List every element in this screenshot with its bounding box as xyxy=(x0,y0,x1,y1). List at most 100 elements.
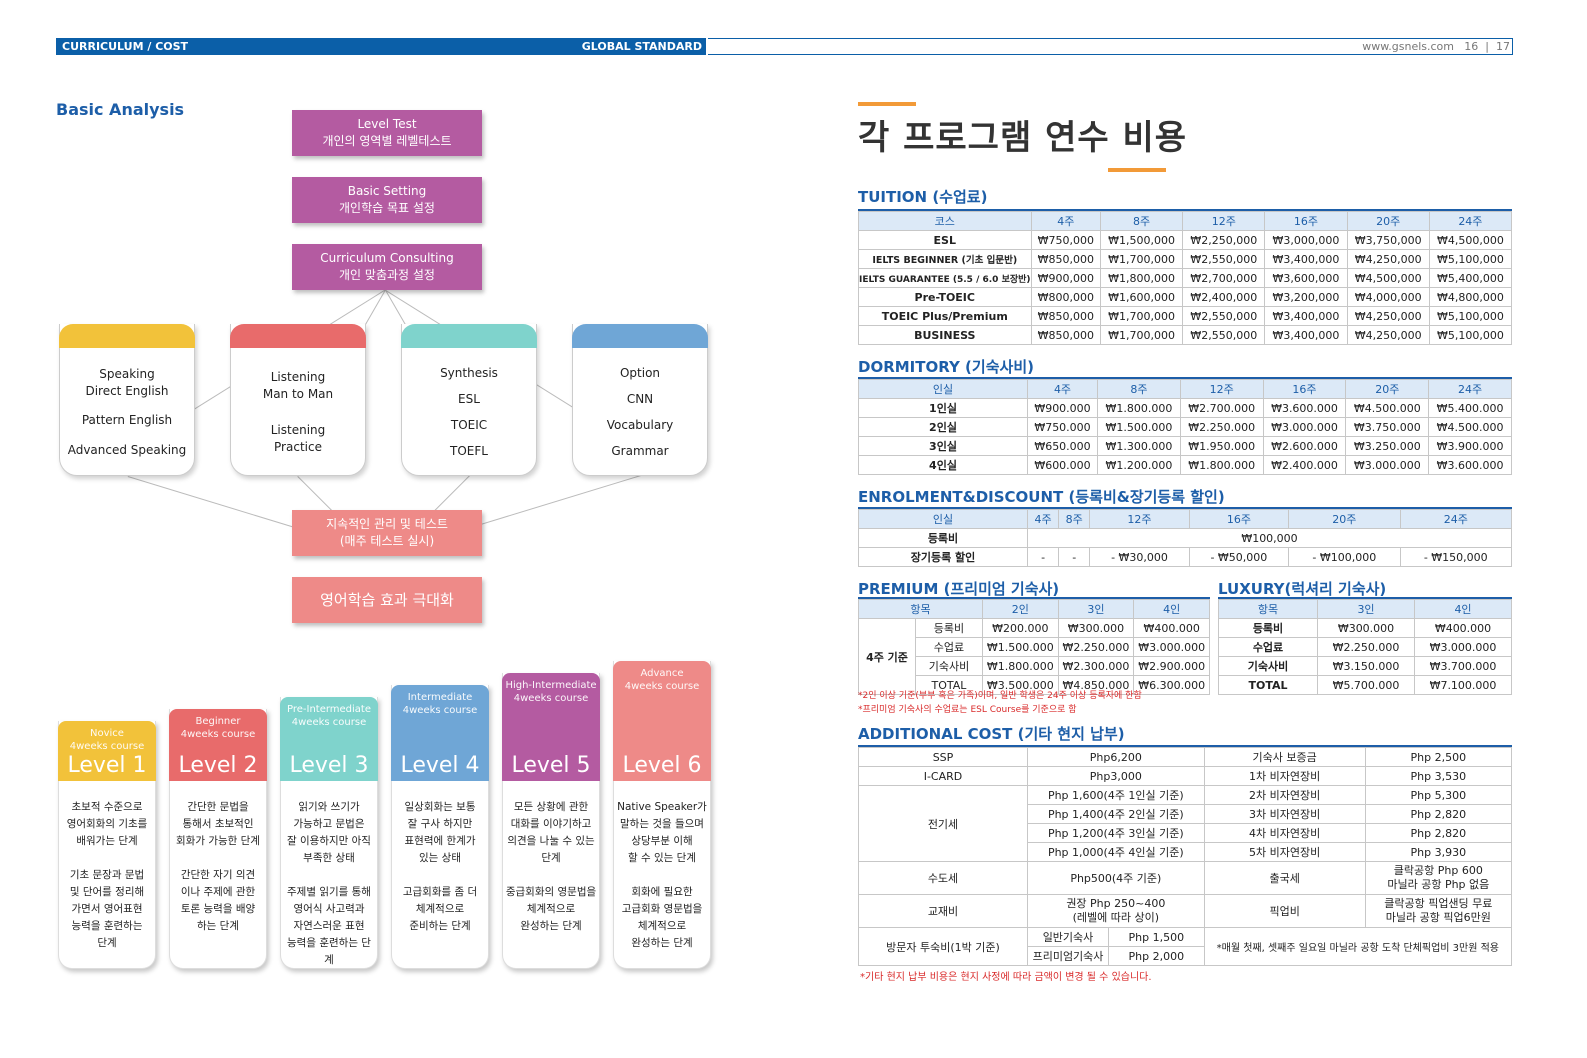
tuition-title: TUITION (수업료) xyxy=(858,188,988,206)
level-desc: 중급회화의 영문법을 체계적으로 완성하는 단계 xyxy=(505,886,597,932)
step-curriculum-consulting: Curriculum Consulting 개인 맞춤과정 설정 xyxy=(292,244,482,290)
table-header-row: 인실 4주 8주 12주 16주 20주 24주 xyxy=(858,509,1513,529)
table-row: 4인실 ₩600.000 ₩1.200.000 ₩1.800.000 ₩2.400.00… xyxy=(858,455,1512,475)
table-row: 3인실 ₩650.000 ₩1.300.000 ₩1.950.000 ₩2.600.00… xyxy=(858,436,1512,456)
table-header-row: 항목 3인 4인 xyxy=(1218,599,1512,619)
enrolment-title: ENROLMENT&DISCOUNT (등록비&장기등록 할인) xyxy=(858,488,1225,506)
step-level-test: Level Test 개인의 영역별 레벨테스트 xyxy=(292,110,482,156)
table-row: ESL ₩750,000 ₩1,500,000 ₩2,250,000 ₩3,000,00… xyxy=(858,230,1513,250)
table-row: 프리미엄기숙사 Php 2,000 xyxy=(859,946,1512,966)
table-row: TOTAL ₩5.700.000 ₩7.100.000 xyxy=(1218,675,1512,695)
level-card-1: Novice 4weeks course Level 1 초보적 수준으로 영어회화… xyxy=(58,721,156,969)
luxury-title: LUXURY(럭셔리 기숙사) xyxy=(1218,580,1387,598)
website-link[interactable]: www.gsnels.com xyxy=(1362,40,1454,53)
title-accent-bottom xyxy=(1108,168,1166,172)
additional-table: SSP Php6,200 기숙사 보증금 Php 2,500 I-CARD Php3,… xyxy=(858,747,1513,966)
table-row: Pre-TOEIC ₩800,000 ₩1,600,000 ₩2,400,000 ₩3,… xyxy=(858,287,1513,307)
table-header-row: 항목 2인 3인 4인 xyxy=(858,599,1210,619)
level-head: Advance 4weeks course Level 6 xyxy=(613,661,711,781)
card-cap xyxy=(572,324,708,348)
section-label: CURRICULUM / COST xyxy=(62,40,189,53)
level-head: Intermediate 4weeks course Level 4 xyxy=(391,685,489,781)
level-card-4: Intermediate 4weeks course Level 4 일상회화는 … xyxy=(391,685,489,969)
table-row: I-CARD Php3,000 1차 비자연장비 Php 3,530 xyxy=(858,766,1513,786)
table-row: SSP Php6,200 기숙사 보증금 Php 2,500 xyxy=(858,747,1513,767)
table-row: 수업료 ₩2.250.000 ₩3.000.000 xyxy=(1218,637,1512,657)
table-row: IELTS BEGINNER (기초 입문반) ₩850,000 ₩1,700,00… xyxy=(858,249,1513,269)
level-desc: 회화에 필요한 고급회화 영문법을 체계적으로 완성하는 단계 xyxy=(621,886,703,949)
level-card-5: High-Intermediate 4weeks course Level 5 모… xyxy=(502,673,600,969)
table-rule xyxy=(858,209,1512,211)
card-cap xyxy=(230,324,366,348)
level-desc: 일상회화는 보통 잘 구사 하지만 표현력에 한계가 있는 상태 xyxy=(404,801,476,864)
table-rule xyxy=(858,377,1512,379)
table-row: Php 1,200(4주 3인실 기준) 4차 비자연장비 Php 2,820 xyxy=(859,823,1513,843)
table-rule xyxy=(858,745,1512,747)
level-desc: Native Speaker가 말하는 것을 들으며 상당부분 이해 할 수 있는 단… xyxy=(617,801,707,864)
level-desc: 간단한 자기 의견 이나 주제에 관한 토론 능력을 배양 하는 단계 xyxy=(180,869,256,932)
table-row: Php 1,000(4주 4인실 기준) 5차 비자연장비 Php 3,930 xyxy=(859,842,1513,862)
footer-note: *기타 현지 납부 비용은 현지 사정에 따라 금액이 변경 될 수 있습니다. xyxy=(860,972,1152,983)
connector-line xyxy=(459,475,641,532)
level-head: Novice 4weeks course Level 1 xyxy=(58,721,156,781)
level-desc: 기초 문장과 문법 및 단어를 정리해 가면서 영어표현 능력을 훈련하는 단계 xyxy=(69,869,145,949)
table-header-row: 코스 4주 8주 12주 16주 20주 24주 xyxy=(858,211,1513,231)
table-row: 등록비 ₩100,000 xyxy=(858,528,1512,548)
connector-line xyxy=(127,476,310,533)
dormitory-table: 인실 4주 8주 12주 16주 20주 24주 1인실 ₩900.000 ₩1.800.000… xyxy=(858,379,1512,475)
table-row: 전기세 Php 1,600(4주 1인실 기준) 2차 비자연장비 Php 5,30… xyxy=(858,785,1513,862)
table-row: 수도세 Php500(4주 기준) 출국세 클락공항 Php 600 마닐라 공항 … xyxy=(858,861,1513,895)
table-row: 장기등록 할인 - - - ₩30,000- ₩50,000- ₩100,000- ₩… xyxy=(858,547,1513,567)
table-row: 4주 기준 등록비 ₩200.000 ₩300.000 ₩400.000 xyxy=(858,618,1210,695)
table-row: 기숙사비 ₩1.800.000 ₩2.300.000 ₩2.900.000 xyxy=(859,656,1210,676)
step-basic-setting: Basic Setting 개인학습 목표 설정 xyxy=(292,177,482,223)
level-desc: 모든 상황에 관한 대화를 이야기하고 의견을 나눌 수 있는 단계 xyxy=(507,801,595,864)
table-rule xyxy=(858,507,1512,509)
table-row: 수업료 ₩1.500.000 ₩2.250.000 ₩3.000.000 xyxy=(859,637,1210,657)
step-result: 영어학습 효과 극대화 xyxy=(292,577,482,623)
level-card-3: Pre-Intermediate 4weeks course Level 3 읽기… xyxy=(280,697,378,969)
card-cap xyxy=(59,324,195,348)
course-card-synthesis: Synthesis ESL TOEIC TOEFL xyxy=(401,324,537,476)
table-row: BUSINESS ₩850,000 ₩1,700,000 ₩2,550,000 ₩3,4… xyxy=(858,325,1513,345)
table-row: TOEIC Plus/Premium ₩850,000 ₩1,700,000 ₩2,5… xyxy=(858,306,1513,326)
level-desc: 주제별 읽기를 통해 영어식 사고력과 자연스러운 표현 능력을 훈련하는 단계 xyxy=(287,886,371,966)
level-desc: 고급회화를 좀 더 체계적으로 준비하는 단계 xyxy=(402,886,478,932)
level-card-2: Beginner 4weeks course Level 2 간단한 문법을 통해서… xyxy=(169,709,267,969)
course-card-listening: Listening Man to Man Listening Practice xyxy=(230,324,366,476)
premium-title: PREMIUM (프리미엄 기숙사) xyxy=(858,580,1060,598)
level-head: High-Intermediate 4weeks course Level 5 xyxy=(502,673,600,781)
level-desc: 읽기와 쓰기가 가능하고 문법은 잘 이용하지만 아직 부족한 상태 xyxy=(287,801,371,864)
table-rule xyxy=(858,597,1210,599)
table-row: 2인실 ₩750.000 ₩1.500.000 ₩2.250.000 ₩3.000.00… xyxy=(858,417,1512,437)
table-row: 방문자 투숙비(1박 기준) 일반기숙사 Php 1,500 *매월 첫째, 셋째… xyxy=(858,927,1513,966)
table-row: 등록비 ₩300.000 ₩400.000 xyxy=(1218,618,1512,638)
table-row: 1인실 ₩900.000 ₩1.800.000 ₩2.700.000 ₩3.600.00… xyxy=(858,398,1512,418)
step-continuous-management: 지속적인 관리 및 테스트 (매주 테스트 실시) xyxy=(292,510,482,556)
table-rule xyxy=(1218,597,1512,599)
table-row: TOTAL ₩3.500.000 ₩4.850.000 ₩6.300.000 xyxy=(859,675,1210,695)
page-title: 각 프로그램 연수 비용 xyxy=(858,118,1188,158)
brand-label: GLOBAL STANDARD xyxy=(581,40,702,53)
premium-note: *2인 이상 기준(부부 혹은 가족)이며, 일반 학생은 24주 이상 등록자… xyxy=(858,691,1142,701)
card-cap xyxy=(401,324,537,348)
connector-line xyxy=(430,475,470,515)
table-header-row: 인실 4주 8주 12주 16주 20주 24주 xyxy=(858,379,1512,399)
tuition-table: 코스 4주 8주 12주 16주 20주 24주 ESL ₩750,000 ₩1,500,000… xyxy=(858,211,1513,345)
header-band: CURRICULUM / COST GLOBAL STANDARD xyxy=(56,38,706,55)
level-desc: 초보적 수준으로 영어회화의 기초를 배워가는 단계 xyxy=(66,801,148,847)
premium-table: 항목 2인 3인 4인 4주 기준 등록비 ₩200.000 ₩300.000 ₩400.00… xyxy=(858,599,1210,695)
level-head: Pre-Intermediate 4weeks course Level 3 xyxy=(280,697,378,781)
course-card-speaking: Speaking Direct English Pattern English … xyxy=(59,324,195,476)
level-head: Beginner 4weeks course Level 2 xyxy=(169,709,267,781)
level-card-6: Advance 4weeks course Level 6 Native Spea… xyxy=(613,661,711,969)
page-numbers: 16 | 17 xyxy=(1464,40,1510,53)
table-row: 기숙사비 ₩3.150.000 ₩3.700.000 xyxy=(1218,656,1512,676)
luxury-table: 항목 3인 4인 등록비 ₩300.000 ₩400.000 수업료 ₩2.250.000… xyxy=(1218,599,1512,695)
table-row: 교재비 권장 Php 250~400 (레벨에 따라 상이) 픽업비 클락공항 픽… xyxy=(858,894,1513,928)
analysis-title: Basic Analysis xyxy=(56,100,185,119)
enrolment-table: 인실 4주 8주 12주 16주 20주 24주 등록비 ₩100,000 장기등록 할인 - -… xyxy=(858,509,1513,567)
level-desc: 간단한 문법을 통해서 초보적인 회화가 가능한 단계 xyxy=(176,801,260,847)
title-accent-top xyxy=(858,102,916,106)
header-right: www.gsnels.com 16 | 17 xyxy=(708,38,1513,55)
